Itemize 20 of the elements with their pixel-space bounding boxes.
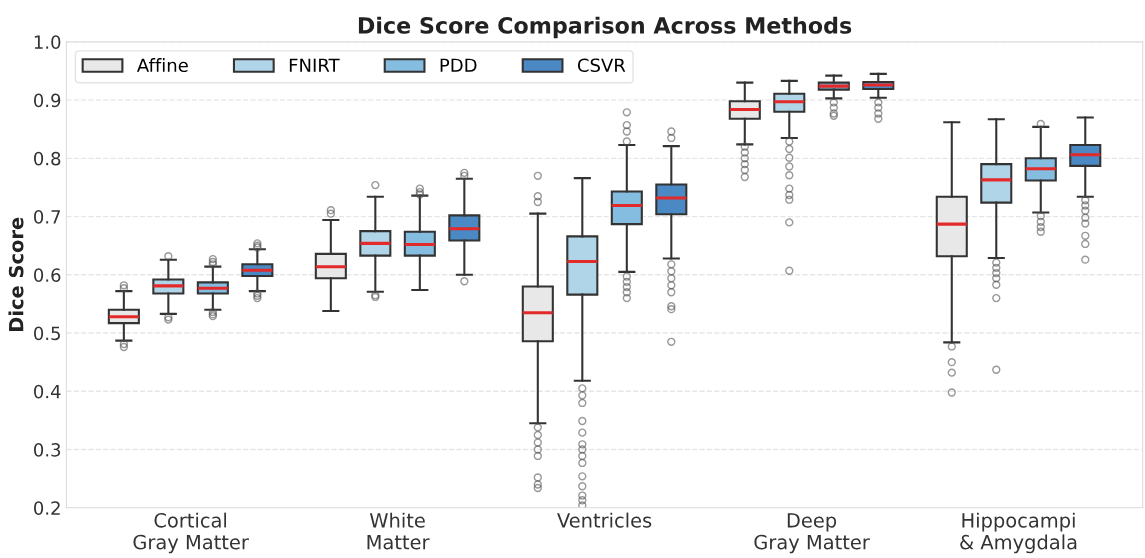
- x-tick-label: White Matter: [367, 512, 430, 550]
- y-tick-label: 0.9: [34, 93, 61, 108]
- legend-label: FNIRT: [289, 58, 340, 72]
- x-tick-label: Hippocampi & Amygdala: [960, 512, 1077, 554]
- legend-label: PDD: [440, 58, 477, 72]
- y-tick-label: 0.8: [34, 151, 61, 166]
- x-tick-label: Cortical Gray Matter: [133, 512, 249, 554]
- y-tick-label: 0.2: [34, 501, 60, 515]
- y-axis-title: Dice Score: [8, 217, 24, 332]
- x-tick-label: Ventricles: [557, 512, 652, 528]
- y-tick-label: 0.4: [34, 384, 61, 399]
- y-tick-label: 0.5: [34, 326, 60, 341]
- y-tick-label: 0.6: [34, 268, 61, 282]
- y-tick-label: 1.0: [34, 35, 61, 49]
- x-tick-label: Deep Gray Matter: [754, 513, 870, 554]
- legend-label: Affine: [136, 58, 188, 73]
- legend-label: CSVR: [577, 58, 626, 73]
- chart-title: Dice Score Comparison Across Methods: [358, 16, 852, 39]
- y-tick-label: 0.3: [34, 443, 61, 457]
- y-tick-label: 0.7: [34, 210, 61, 224]
